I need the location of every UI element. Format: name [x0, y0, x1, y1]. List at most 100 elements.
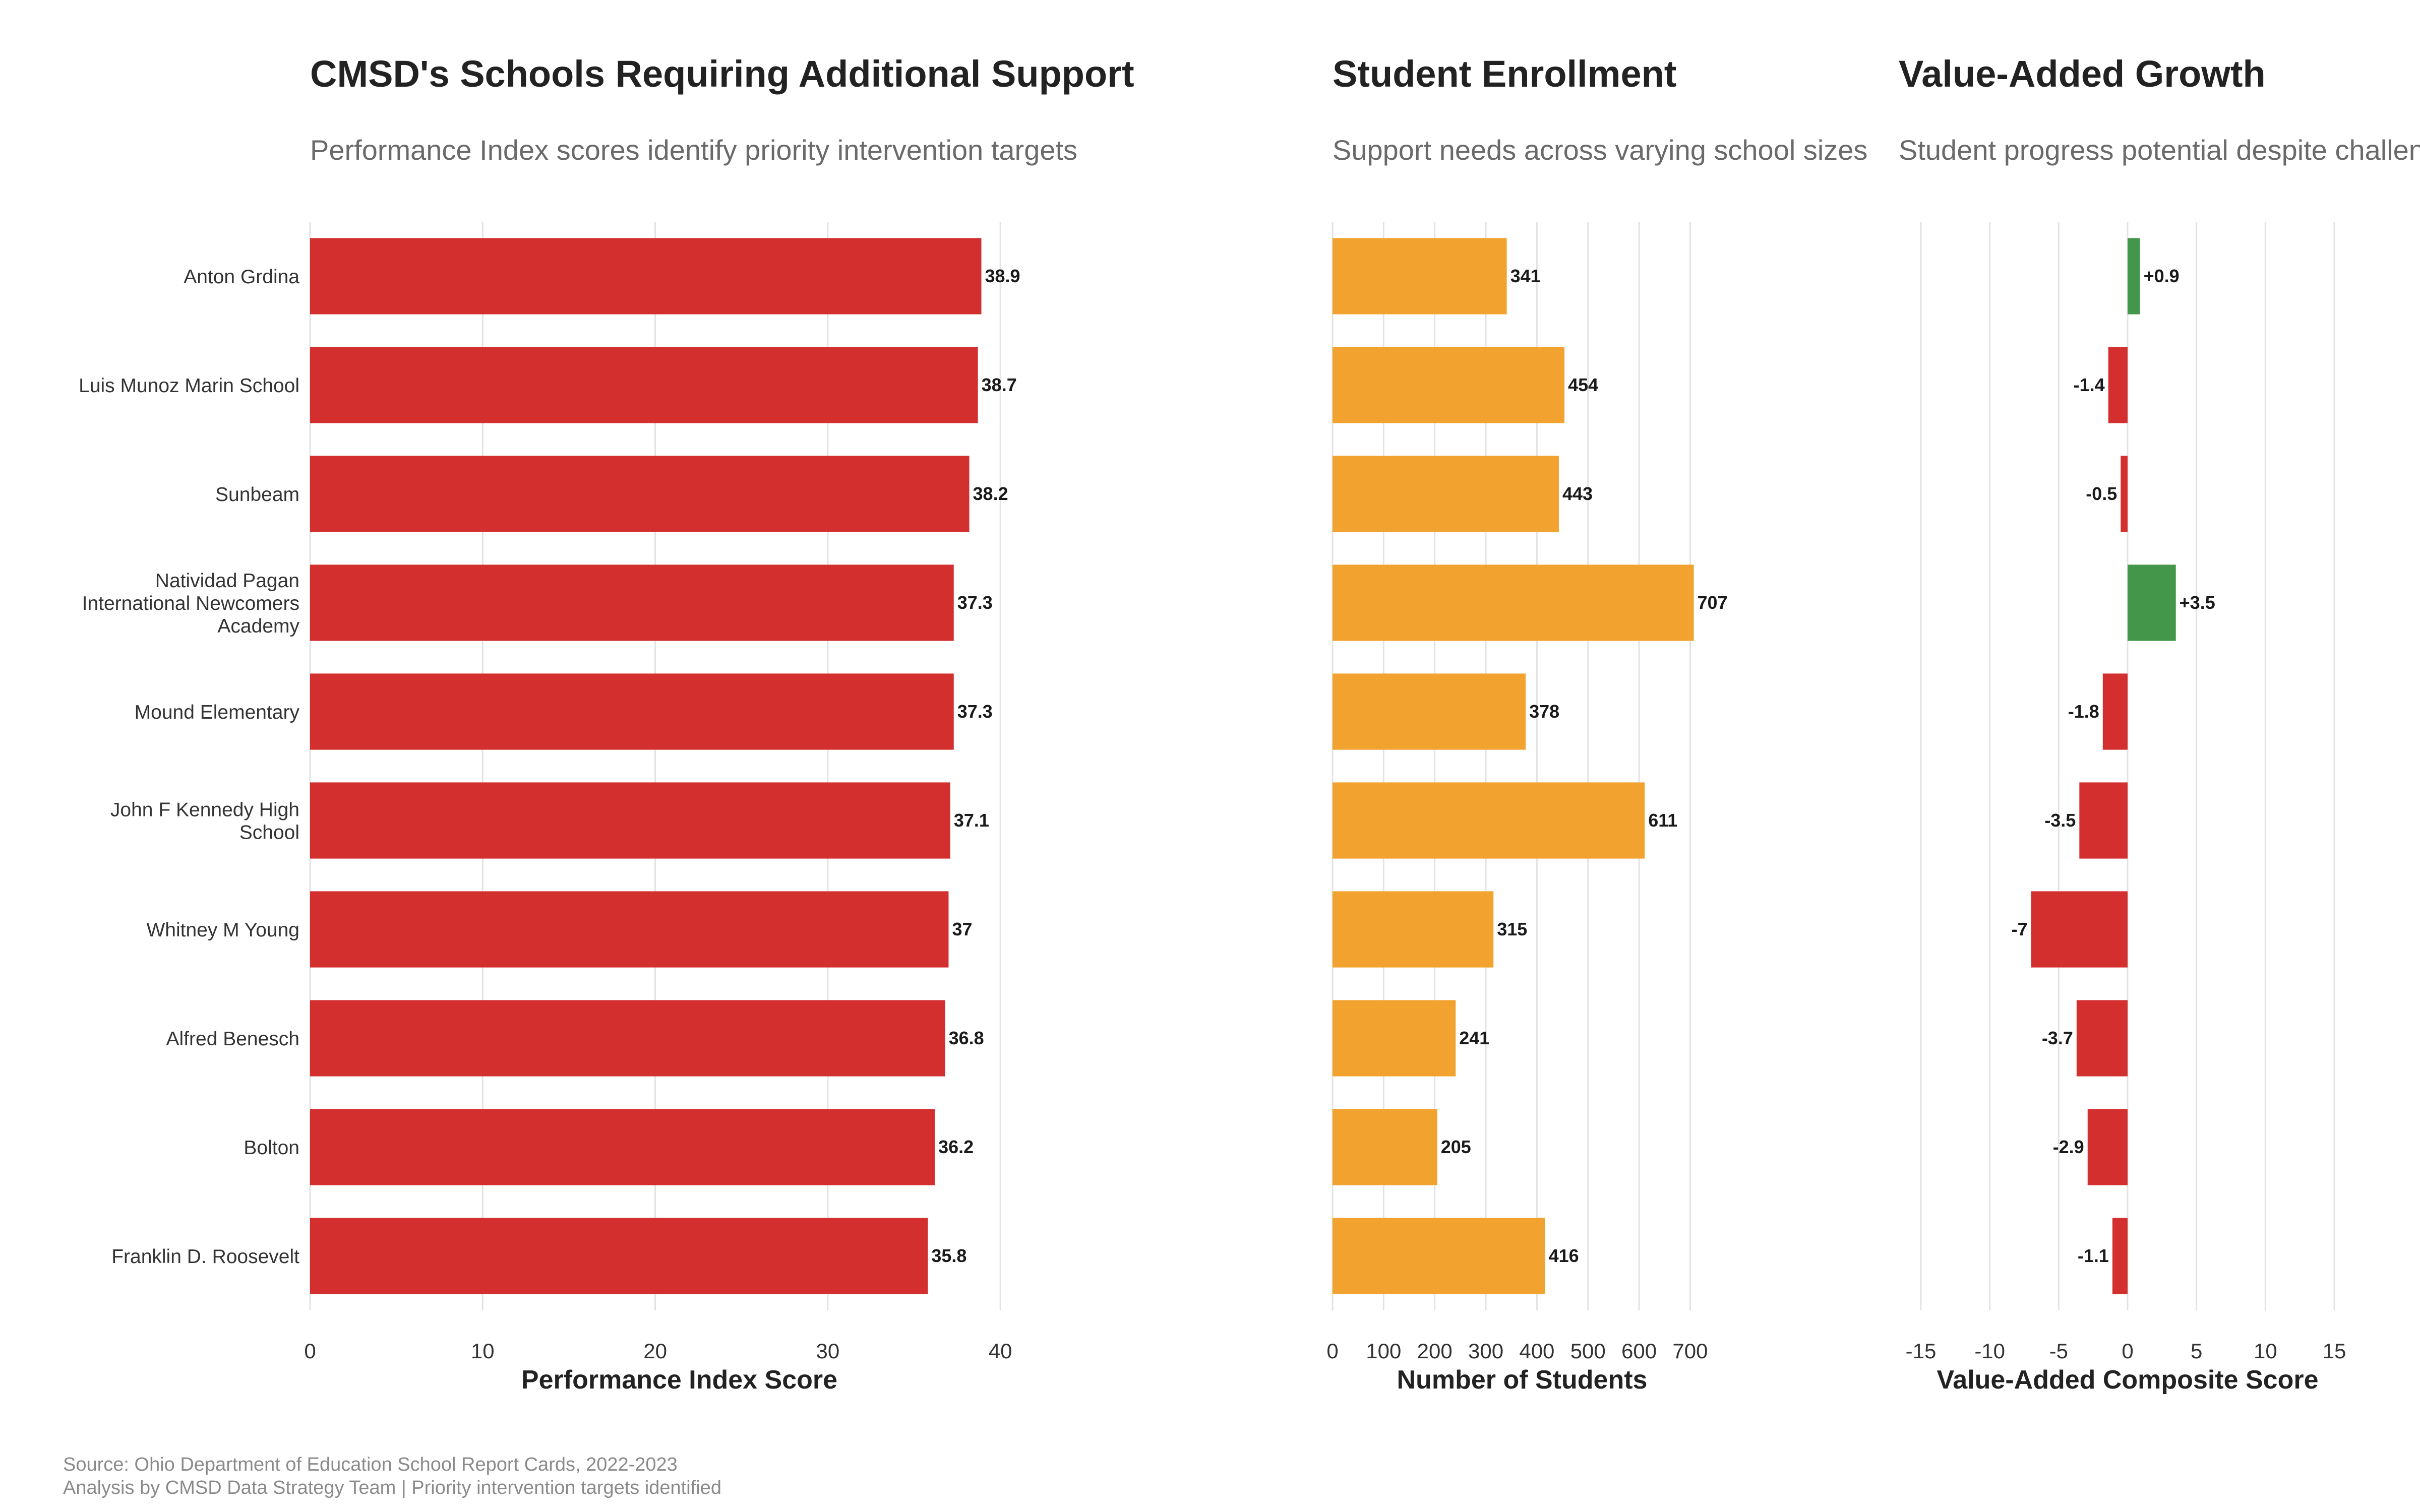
bar: [2108, 347, 2128, 423]
bar: [1333, 1218, 1545, 1294]
y-tick-label: Bolton: [244, 1137, 299, 1159]
data-label: 37.1: [954, 810, 989, 831]
bar: [2112, 1218, 2128, 1294]
bar: [1333, 782, 1645, 859]
x-tick-label: 10: [2254, 1339, 2277, 1363]
bar: [310, 564, 954, 641]
y-tick-label: John F Kennedy High School: [110, 799, 299, 844]
analysis-caption: Analysis by CMSD Data Strategy Team | Pr…: [63, 1477, 721, 1498]
data-label: 443: [1562, 483, 1593, 504]
x-tick-label: 500: [1570, 1339, 1606, 1363]
bar: [2128, 238, 2140, 314]
bar: [310, 1109, 935, 1185]
x-tick-label: -5: [2049, 1339, 2068, 1363]
data-label: +0.9: [2144, 266, 2180, 286]
data-label: 378: [1529, 701, 1559, 722]
y-tick-label-line: Mound Elementary: [135, 702, 300, 723]
x-tick-label: 30: [816, 1339, 840, 1363]
data-label: 416: [1549, 1245, 1579, 1266]
y-tick-label-line: Academy: [217, 615, 299, 637]
data-label: 37.3: [957, 592, 993, 613]
x-tick-label: 0: [2122, 1339, 2133, 1363]
x-tick-label: 300: [1468, 1339, 1503, 1363]
x-tick-label: 400: [1519, 1339, 1554, 1363]
y-tick-label-line: Sunbeam: [215, 484, 299, 506]
bar: [1333, 238, 1507, 314]
panel-title: Value-Added Growth: [1899, 53, 2266, 95]
y-tick-label: Whitney M Young: [146, 919, 299, 941]
x-tick-label: 0: [304, 1339, 316, 1363]
y-tick-label-line: Bolton: [244, 1137, 299, 1159]
data-label: 341: [1510, 266, 1541, 286]
bar: [1333, 564, 1694, 641]
data-label: 315: [1497, 919, 1527, 939]
panel-subtitle: Performance Index scores identify priori…: [310, 134, 1077, 166]
x-tick-label: 200: [1417, 1339, 1453, 1363]
panel-2: Student Enrollment Support needs across v…: [1326, 53, 1867, 1395]
x-tick-label: 40: [989, 1339, 1012, 1363]
x-axis-label: Performance Index Score: [521, 1365, 837, 1395]
data-label: 36.8: [949, 1028, 984, 1048]
bar: [2031, 891, 2128, 968]
data-label: 37.3: [957, 701, 993, 722]
x-tick-label: 15: [2323, 1339, 2346, 1363]
data-label: 38.2: [973, 483, 1008, 504]
bar: [310, 673, 954, 750]
panel-title: CMSD's Schools Requiring Additional Supp…: [310, 53, 1134, 95]
y-tick-label-line: School: [239, 822, 299, 844]
data-label: +3.5: [2180, 592, 2215, 613]
x-tick-label: -15: [1906, 1339, 1937, 1363]
x-tick-label: 10: [471, 1339, 495, 1363]
bar: [1333, 1109, 1437, 1185]
bar: [310, 456, 970, 532]
x-axis-label: Value-Added Composite Score: [1937, 1365, 2318, 1395]
data-label: -2.9: [2053, 1137, 2084, 1157]
bar: [310, 891, 949, 968]
y-tick-label-line: Whitney M Young: [146, 919, 299, 941]
y-tick-label: Sunbeam: [215, 484, 299, 506]
data-label: 454: [1568, 374, 1598, 395]
bar: [2121, 456, 2128, 532]
panel-1: CMSD's Schools Requiring Additional Supp…: [304, 53, 1134, 1395]
bar: [1333, 456, 1559, 532]
x-tick-label: -10: [1974, 1339, 2005, 1363]
panel-title: Student Enrollment: [1333, 53, 1676, 95]
y-tick-label: Alfred Benesch: [166, 1028, 300, 1050]
y-tick-label-line: Luis Munoz Marin School: [79, 375, 299, 397]
source-caption: Source: Ohio Department of Education Sch…: [63, 1454, 678, 1475]
data-label: 205: [1441, 1137, 1471, 1157]
y-tick-label-line: Natividad Pagan: [155, 570, 299, 592]
bar: [2079, 782, 2128, 859]
y-axis-labels: Anton Grdina Luis Munoz Marin School Sunbe…: [79, 266, 299, 1268]
y-tick-label: Natividad Pagan International Newcomers Ac…: [82, 570, 300, 637]
x-tick-label: 20: [643, 1339, 667, 1363]
bar: [1333, 347, 1565, 423]
bar: [1333, 1000, 1456, 1077]
x-tick-label: 5: [2191, 1339, 2202, 1363]
x-tick-label: 0: [1326, 1339, 1338, 1363]
bar: [2102, 673, 2128, 750]
y-tick-label-line: Anton Grdina: [184, 266, 299, 288]
data-label: -3.7: [2042, 1028, 2073, 1048]
data-label: -0.5: [2086, 483, 2117, 504]
y-tick-label-line: John F Kennedy High: [110, 799, 299, 821]
bar: [2087, 1109, 2128, 1185]
x-tick-label: 700: [1672, 1339, 1708, 1363]
x-tick-label: 600: [1621, 1339, 1657, 1363]
bar: [310, 1000, 945, 1077]
panel-subtitle: Student progress potential despite chall…: [1899, 134, 2420, 166]
bar: [2128, 564, 2176, 641]
y-tick-label: Anton Grdina: [184, 266, 299, 288]
y-tick-label-line: Alfred Benesch: [166, 1028, 300, 1050]
data-label: 241: [1459, 1028, 1489, 1048]
data-label: 37: [952, 919, 972, 939]
data-label: 38.7: [982, 374, 1017, 395]
y-tick-label: Luis Munoz Marin School: [79, 375, 299, 397]
y-tick-label: Mound Elementary: [135, 702, 300, 723]
bar: [2076, 1000, 2128, 1077]
data-label: -1.1: [2078, 1245, 2109, 1266]
y-tick-label-line: Franklin D. Roosevelt: [111, 1246, 299, 1268]
data-label: 35.8: [931, 1245, 966, 1266]
data-label: 707: [1698, 592, 1728, 613]
